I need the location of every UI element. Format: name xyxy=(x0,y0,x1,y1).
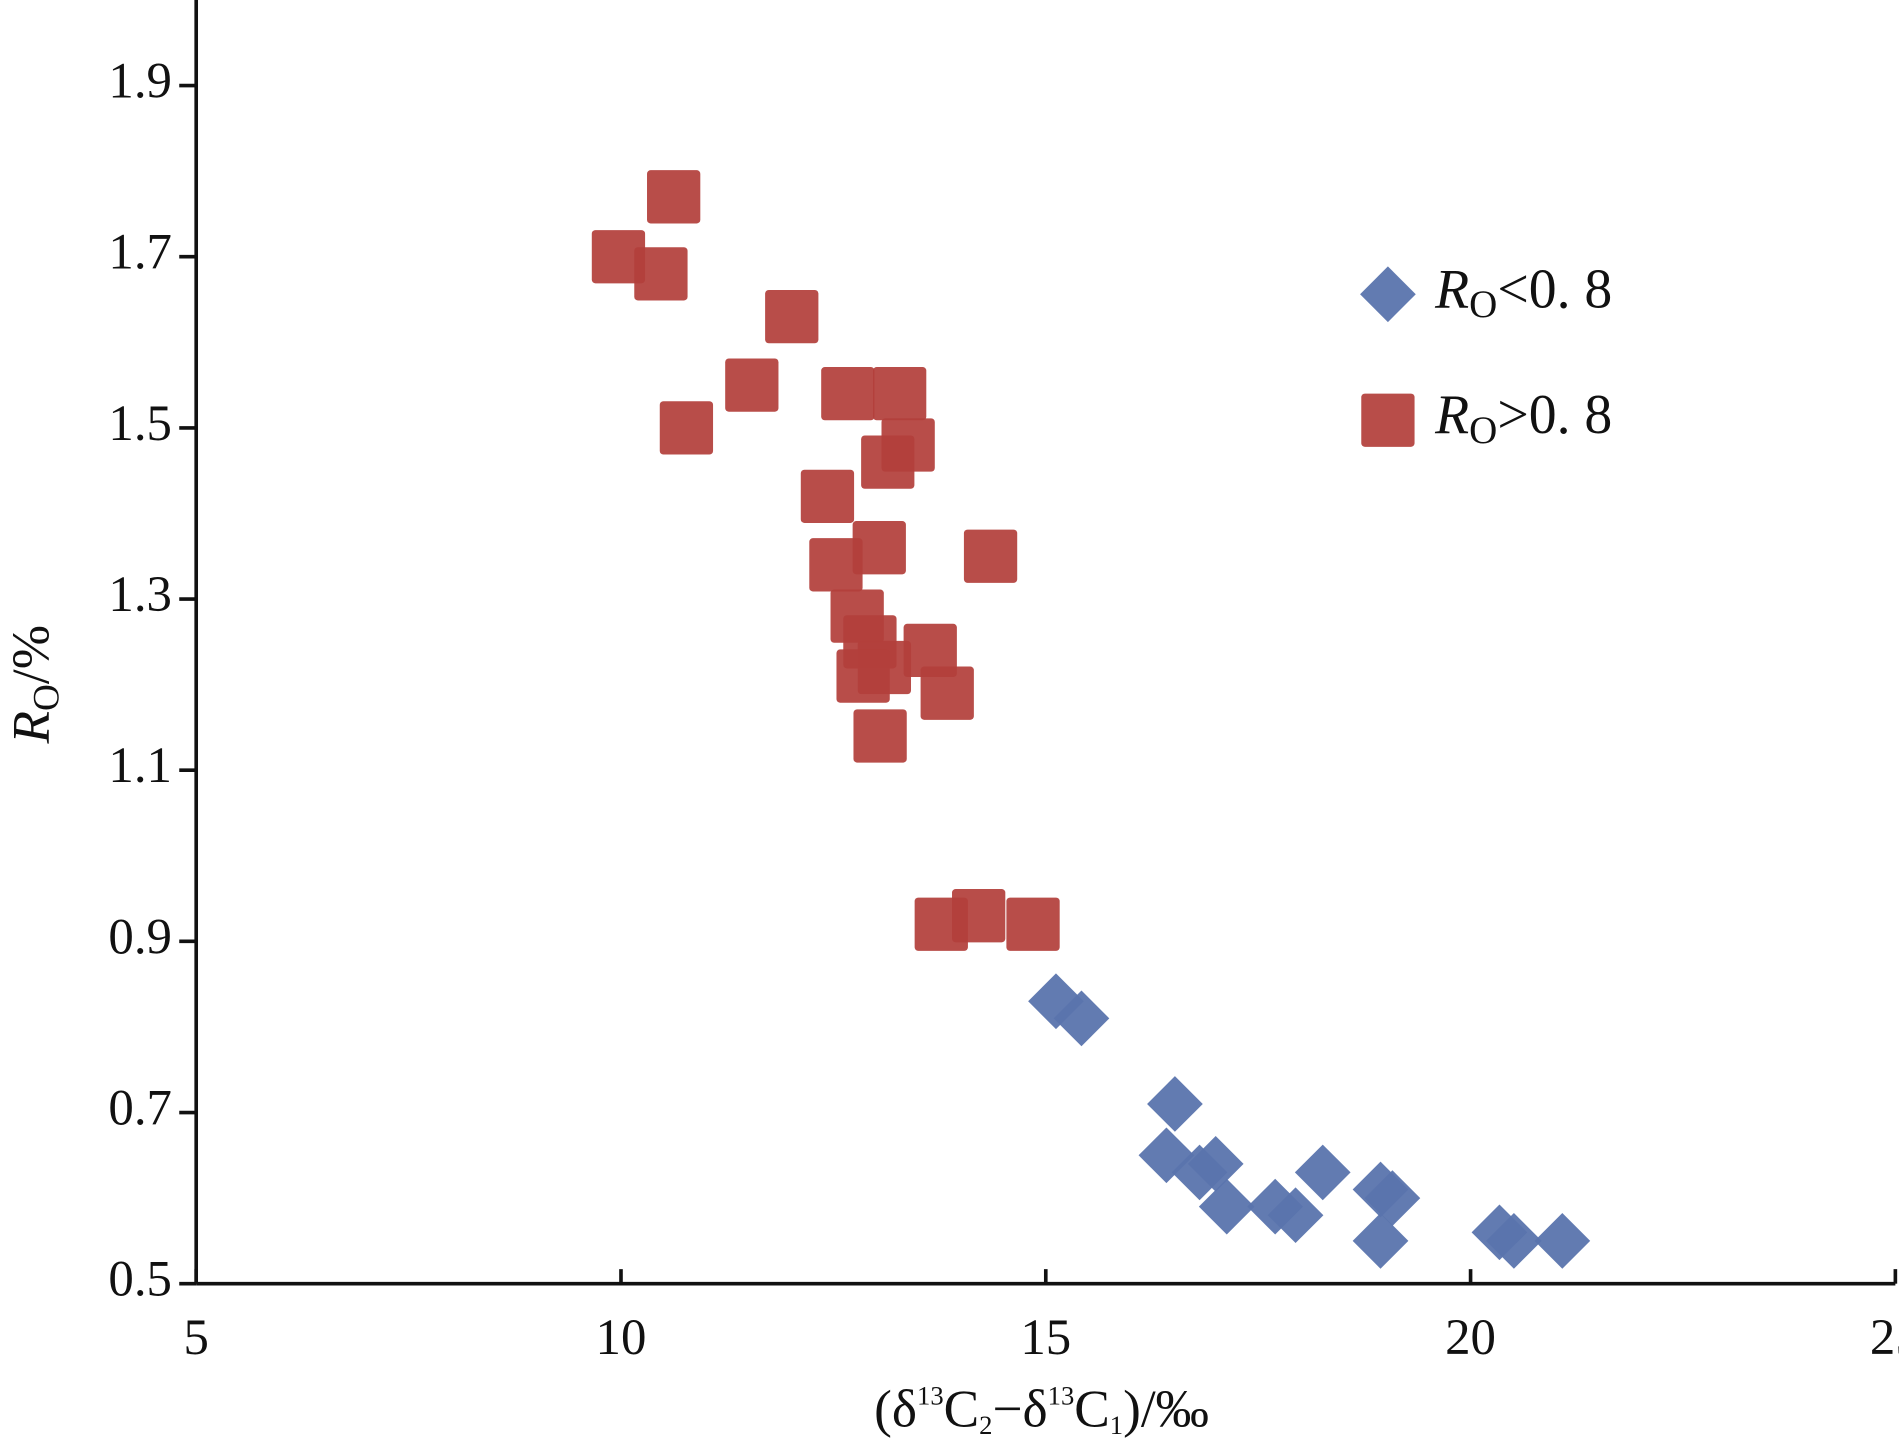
point xyxy=(1294,1144,1351,1201)
x-tick-label: 15 xyxy=(1020,1309,1071,1365)
point xyxy=(1187,1136,1244,1192)
point xyxy=(1352,1213,1409,1269)
y-tick-label: 1.5 xyxy=(108,396,172,452)
x-tick-label: 10 xyxy=(596,1309,647,1365)
y-tick-label: 0.5 xyxy=(108,1251,172,1307)
legend-label: RO​>0. 8 xyxy=(1434,384,1612,452)
point xyxy=(952,889,1006,943)
x-tick-label: 5 xyxy=(183,1309,208,1365)
point xyxy=(1534,1213,1591,1269)
point xyxy=(659,401,714,455)
point xyxy=(903,623,957,678)
x-tick-label: 25 xyxy=(1870,1309,1899,1365)
point xyxy=(821,367,875,421)
y-tick-label: 1.1 xyxy=(108,738,172,794)
point xyxy=(1147,1076,1203,1132)
point xyxy=(800,469,855,523)
point xyxy=(852,521,906,575)
y-tick-label: 1.3 xyxy=(108,567,172,623)
point xyxy=(963,529,1018,583)
point xyxy=(1138,1127,1195,1184)
point xyxy=(634,247,688,301)
point xyxy=(1267,1187,1324,1244)
point xyxy=(765,289,819,344)
legend-label: RO​<0. 8 xyxy=(1434,258,1612,326)
y-tick-label: 1.9 xyxy=(108,53,172,109)
point xyxy=(873,367,927,421)
legend-marker xyxy=(1361,393,1415,447)
point xyxy=(1364,1170,1421,1226)
y-axis-label: RO​/% xyxy=(2,625,68,745)
point xyxy=(1006,897,1060,951)
legend-marker xyxy=(1360,266,1416,323)
x-axis-label: (δ13​C2​−δ13​C1​)/‰ xyxy=(874,1380,1209,1440)
y-tick-label: 0.7 xyxy=(108,1080,172,1136)
point xyxy=(853,709,907,763)
y-tick-label: 1.7 xyxy=(108,224,172,280)
point xyxy=(861,435,915,489)
x-tick-label: 20 xyxy=(1445,1309,1496,1365)
point xyxy=(920,666,974,720)
point xyxy=(647,170,701,224)
point xyxy=(836,649,890,703)
point xyxy=(809,538,863,592)
y-tick-label: 0.9 xyxy=(108,909,172,965)
point xyxy=(1053,990,1110,1047)
point xyxy=(725,358,779,412)
point xyxy=(591,230,646,284)
